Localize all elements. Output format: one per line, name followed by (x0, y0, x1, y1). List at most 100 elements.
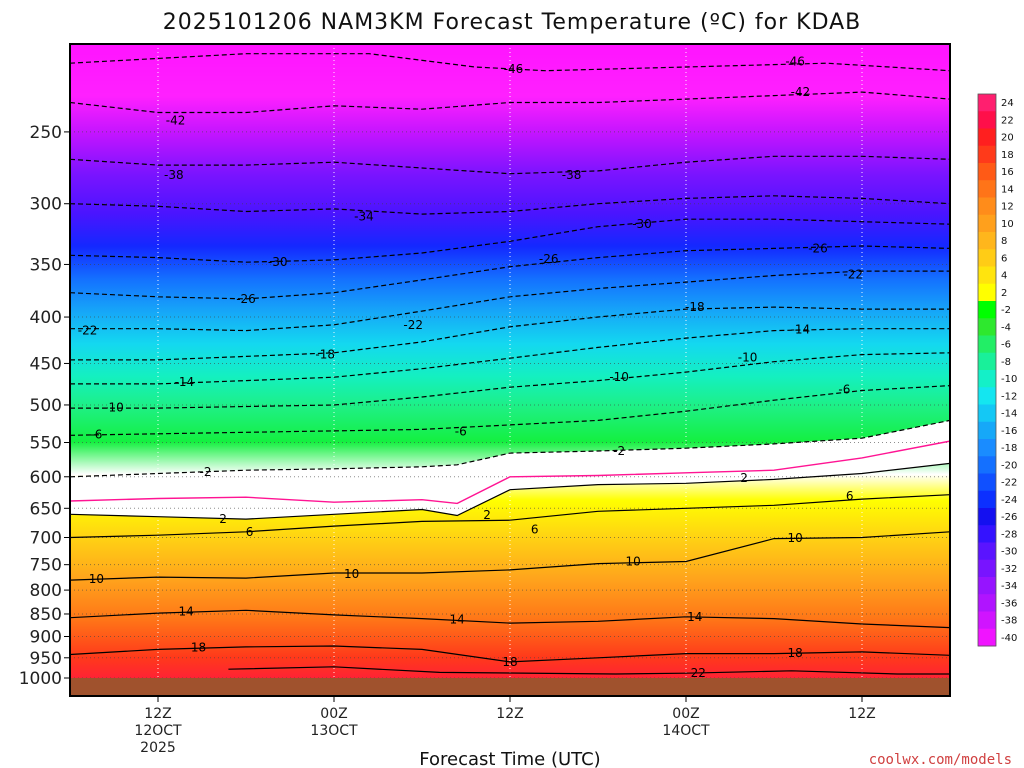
contour-label: -22 (843, 267, 863, 281)
y-tick-label: 550 (30, 433, 62, 453)
colorbar-swatch (978, 421, 996, 440)
colorbar-swatch (978, 214, 996, 233)
contour-label: 18 (191, 640, 206, 654)
y-tick-label: 950 (30, 649, 62, 669)
contour-label: 14 (687, 610, 702, 624)
y-tick-label: 350 (30, 255, 62, 275)
contour-label: -38 (562, 168, 582, 182)
x-tick-label: 12OCT (134, 723, 182, 739)
isotherm-minus26 (70, 245, 950, 300)
contour-label: -2 (613, 444, 625, 458)
colorbar-swatch (978, 94, 996, 112)
contour-label: 14 (450, 613, 465, 627)
colorbar-swatch (978, 249, 996, 267)
isotherm-minus38 (70, 155, 950, 175)
colorbar-swatch (978, 283, 996, 302)
contour-label: 6 (246, 525, 254, 539)
colorbar-label: -32 (1001, 564, 1017, 575)
contour-label: 2 (740, 471, 748, 485)
colorbar-swatch (978, 404, 996, 423)
colorbar-label: -30 (1001, 547, 1017, 558)
isotherm-2 (70, 462, 950, 520)
colorbar-swatch (978, 594, 996, 612)
contour-label: -26 (539, 252, 559, 266)
freezing-level-band (70, 420, 950, 520)
contour-label: 10 (787, 531, 802, 545)
colorbar-swatch (978, 163, 996, 181)
colorbar-swatch (978, 128, 996, 147)
isotherm-minus14 (70, 328, 950, 385)
contour-label: -10 (609, 370, 629, 384)
isotherm-minus30 (70, 218, 950, 263)
contour-label: -10 (104, 400, 124, 414)
colorbar: 24 22 20 18 16 14 12 10 8 6 4 2 -2 -4 -6 -8 -10 -12 -14 -16… (977, 93, 1017, 647)
contour-label: 10 (626, 555, 641, 569)
contour-label: 18 (787, 646, 802, 660)
contour-label: -42 (791, 85, 811, 99)
contour-label: -34 (354, 210, 374, 224)
isotherm-0 (70, 440, 950, 505)
colorbar-label: 6 (1001, 253, 1007, 264)
colorbar-label: -24 (1001, 495, 1017, 506)
colorbar-label: -2 (1001, 305, 1011, 316)
y-tick-label: 300 (30, 195, 62, 215)
contour-label: -42 (166, 114, 186, 128)
colorbar-swatch (978, 197, 996, 216)
contour-label: -18 (685, 300, 705, 314)
y-tick-label: 650 (30, 499, 62, 519)
contour-label: 14 (179, 605, 194, 619)
y-tick-label: 750 (30, 556, 62, 576)
isotherm-6 (70, 494, 950, 539)
isotherm-10 (70, 531, 950, 581)
colorbar-label: 4 (1001, 271, 1007, 282)
colorbar-label: -6 (1001, 340, 1011, 351)
colorbar-label: -4 (1001, 322, 1011, 333)
colorbar-label: -10 (1001, 374, 1017, 385)
colorbar-label: 10 (1001, 219, 1014, 230)
contour-label: 18 (502, 655, 517, 669)
credit-text: coolwx.com/models (869, 752, 1012, 768)
colorbar-label: 14 (1001, 184, 1014, 195)
contour-labels: -46-46-42-42-38 -38-34-30-30-26-26-26-22-… (78, 54, 863, 680)
colorbar-swatch (978, 559, 996, 578)
y-tick-label: 600 (30, 468, 62, 488)
y-tick-label: 400 (30, 308, 62, 328)
x-tick-label: 14OCT (662, 723, 710, 739)
x-tick-label: 12Z (144, 706, 171, 722)
contour-label: 2 (483, 508, 491, 522)
colorbar-label: 16 (1001, 167, 1014, 178)
isotherm-minus34 (70, 195, 950, 215)
isotherm-14 (70, 609, 950, 629)
colorbar-swatch (978, 456, 996, 474)
x-tick-label: 00Z (672, 706, 699, 722)
plot-area: -46-46-42-42-38 -38-34-30-30-26-26-26-22-… (70, 44, 950, 696)
colorbar-label: -12 (1001, 391, 1017, 402)
colorbar-label: 20 (1001, 133, 1014, 144)
colorbar-swatch (978, 352, 996, 371)
colorbar-swatch (978, 577, 996, 595)
contour-label: 10 (344, 567, 359, 581)
colorbar-swatch (978, 266, 996, 285)
contour-label: -22 (78, 324, 98, 338)
colorbar-swatch (978, 387, 996, 405)
isotherm-contours (70, 53, 950, 675)
freezing-band-group (70, 420, 950, 520)
colorbar-swatch (978, 145, 996, 164)
colorbar-label: 22 (1001, 115, 1014, 126)
colorbar-swatch (978, 232, 996, 250)
contour-label: 2 (219, 512, 227, 526)
colorbar-label: 24 (1001, 98, 1014, 109)
contour-label: -6 (90, 428, 102, 442)
contour-label: -18 (315, 348, 335, 362)
isotherm-minus22 (70, 270, 950, 332)
vertical-gridlines (157, 44, 863, 678)
isotherm-minus42 (70, 91, 950, 114)
x-tick-label: 12Z (496, 706, 523, 722)
colorbar-swatch (978, 490, 996, 509)
contour-label: -6 (838, 383, 850, 397)
y-tick-label: 900 (30, 627, 62, 647)
y-tick-label: 250 (30, 123, 62, 143)
isotherm-minus6 (70, 385, 950, 436)
